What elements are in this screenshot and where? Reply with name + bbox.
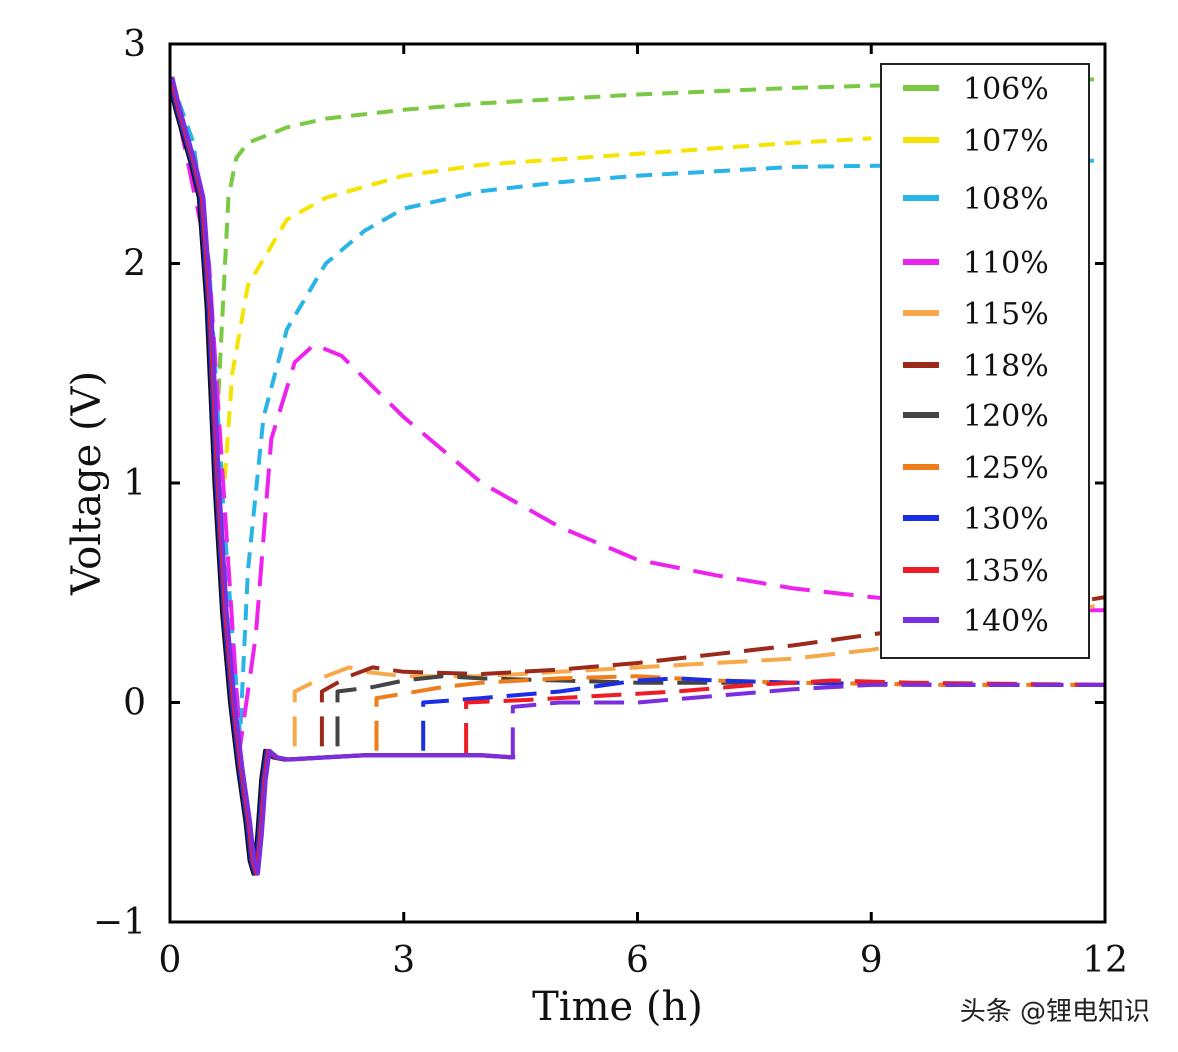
x-tick-label: 12 (1082, 940, 1128, 981)
series-line-130pct (421, 676, 1105, 751)
legend-label: 130% (963, 502, 1049, 537)
y-tick-label: 2 (123, 244, 146, 285)
legend-label: 108% (963, 182, 1049, 217)
y-tick-label: −1 (93, 902, 146, 943)
series-line-107pct (170, 76, 872, 485)
series-line-135pct (464, 678, 1105, 753)
legend-label: 120% (963, 399, 1049, 434)
y-tick-label: 0 (123, 683, 146, 724)
x-tick-label: 6 (626, 940, 649, 981)
x-tick-label: 3 (392, 940, 415, 981)
legend-label: 125% (963, 451, 1049, 486)
watermark-text: 头条 @锂电知识 (960, 997, 1150, 1027)
legend-label: 135% (963, 554, 1049, 589)
series-line-140pct (510, 682, 1105, 758)
legend-label: 110% (963, 246, 1049, 281)
series-line-115pct (292, 601, 1105, 747)
y-tick-label: 1 (123, 463, 146, 504)
x-tick-label: 9 (860, 940, 883, 981)
legend-label: 106% (963, 72, 1049, 107)
legend-label: 115% (963, 297, 1049, 332)
axis-ticks (168, 42, 1107, 924)
series-line-120pct (335, 674, 1105, 747)
legend-label: 140% (963, 604, 1049, 639)
y-tick-label: 3 (123, 24, 146, 65)
series-line-125pct (374, 674, 1105, 751)
y-axis-label: Voltage (V) (64, 371, 110, 596)
legend-label: 107% (963, 124, 1049, 159)
x-tick-label: 0 (159, 940, 182, 981)
discharge-curve-3 (170, 76, 516, 876)
legend-label: 118% (963, 349, 1049, 384)
legend-box (880, 63, 1090, 659)
x-axis-label: Time (h) (532, 984, 703, 1030)
legend: 106% 107% 108% 110% 115% 118% 120% 125% 130% 135%… (880, 63, 1090, 659)
